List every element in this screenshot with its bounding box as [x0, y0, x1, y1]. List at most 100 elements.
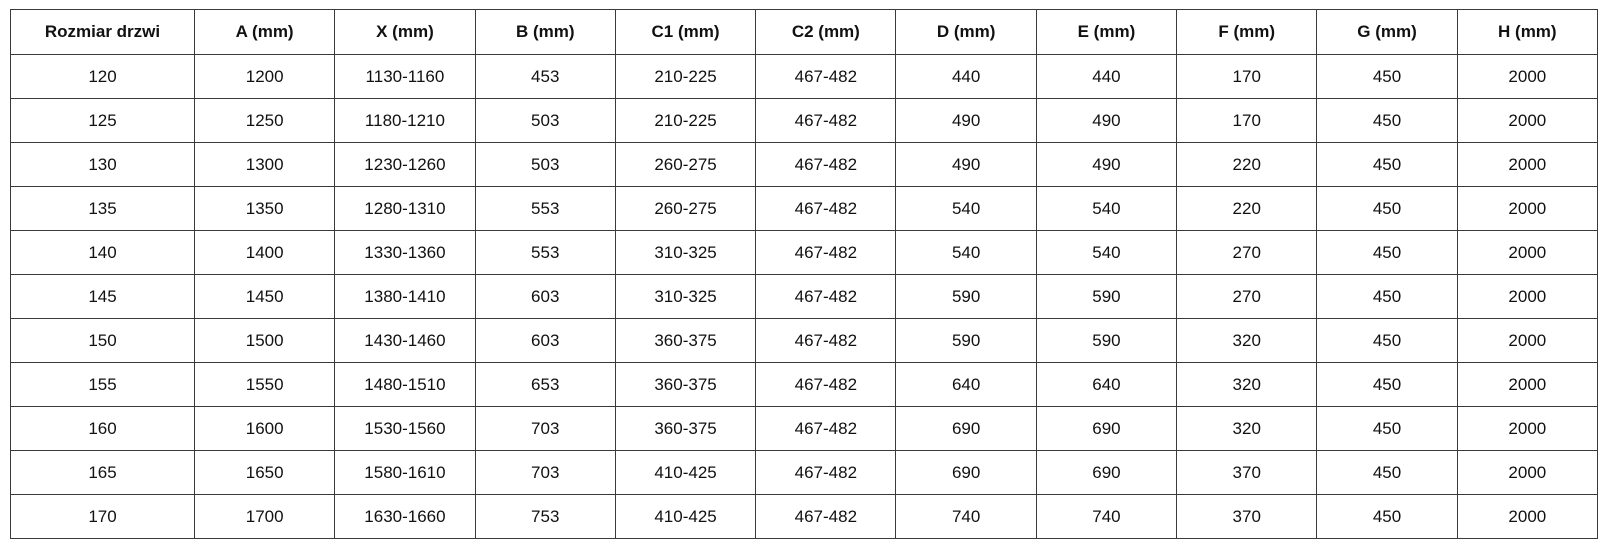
table-cell: 2000 — [1456, 98, 1598, 143]
table-cell: 490 — [895, 142, 1037, 187]
table-cell: 310-325 — [614, 274, 757, 319]
table-cell: 1180-1210 — [334, 98, 476, 143]
table-row: 140 1400 1330-1360 553 310-325 467-482 540 540 2… — [10, 230, 1598, 275]
table-cell: 2000 — [1456, 274, 1598, 319]
table-cell: 590 — [1035, 318, 1178, 363]
table-cell: 1200 — [193, 54, 336, 99]
header-row: Rozmiar drzwi A (mm) X (mm) B (mm) C1 (mm) C2… — [10, 9, 1598, 55]
table-cell: 1600 — [193, 406, 336, 451]
table-cell: 450 — [1316, 274, 1458, 319]
table-cell: 2000 — [1456, 318, 1598, 363]
table-cell: 1230-1260 — [334, 142, 476, 187]
table-cell: 467-482 — [755, 230, 897, 275]
table-cell: 467-482 — [755, 318, 897, 363]
table-cell: 603 — [474, 318, 616, 363]
table-cell: 2000 — [1456, 450, 1598, 495]
column-header: G (mm) — [1316, 9, 1458, 55]
table-cell: 503 — [474, 98, 616, 143]
column-header: B (mm) — [474, 9, 616, 55]
table-cell: 440 — [1035, 54, 1178, 99]
table-cell: 640 — [1035, 362, 1178, 407]
table-cell: 453 — [474, 54, 616, 99]
table-row: 150 1500 1430-1460 603 360-375 467-482 590 590 3… — [10, 318, 1598, 363]
table-cell: 690 — [895, 406, 1037, 451]
table-cell: 450 — [1316, 186, 1458, 231]
column-header: X (mm) — [334, 9, 476, 55]
table-cell: 467-482 — [755, 54, 897, 99]
table-cell: 603 — [474, 274, 616, 319]
table-cell: 467-482 — [755, 274, 897, 319]
table-cell: 450 — [1316, 450, 1458, 495]
table-cell: 1300 — [193, 142, 336, 187]
table-cell: 1350 — [193, 186, 336, 231]
table-cell: 210-225 — [614, 54, 757, 99]
table-cell: 467-482 — [755, 362, 897, 407]
table-cell: 2000 — [1456, 186, 1598, 231]
table-cell: 467-482 — [755, 142, 897, 187]
table-cell: 1530-1560 — [334, 406, 476, 451]
table-cell: 450 — [1316, 494, 1458, 539]
table-cell: 270 — [1176, 230, 1318, 275]
table-cell: 690 — [1035, 406, 1178, 451]
table-cell: 653 — [474, 362, 616, 407]
column-header: F (mm) — [1176, 9, 1318, 55]
table-cell: 1630-1660 — [334, 494, 476, 539]
table-cell: 703 — [474, 406, 616, 451]
door-size-table: Rozmiar drzwi A (mm) X (mm) B (mm) C1 (mm) C2… — [10, 9, 1598, 539]
table-cell: 370 — [1176, 450, 1318, 495]
table-cell: 360-375 — [614, 406, 757, 451]
table-cell: 1500 — [193, 318, 336, 363]
table-cell: 1400 — [193, 230, 336, 275]
column-header: H (mm) — [1456, 9, 1598, 55]
table-cell: 360-375 — [614, 362, 757, 407]
table-cell: 125 — [10, 98, 195, 143]
table-row: 170 1700 1630-1660 753 410-425 467-482 740 740 3… — [10, 494, 1598, 539]
table-cell: 370 — [1176, 494, 1318, 539]
table-cell: 450 — [1316, 362, 1458, 407]
table-cell: 165 — [10, 450, 195, 495]
table-cell: 320 — [1176, 362, 1318, 407]
table-cell: 640 — [895, 362, 1037, 407]
table-cell: 320 — [1176, 406, 1318, 451]
table-cell: 467-482 — [755, 494, 897, 539]
table-cell: 1330-1360 — [334, 230, 476, 275]
table-cell: 553 — [474, 186, 616, 231]
table-cell: 130 — [10, 142, 195, 187]
table-cell: 467-482 — [755, 186, 897, 231]
table-cell: 1250 — [193, 98, 336, 143]
table-cell: 753 — [474, 494, 616, 539]
table-cell: 320 — [1176, 318, 1318, 363]
table-cell: 450 — [1316, 98, 1458, 143]
table-cell: 703 — [474, 450, 616, 495]
table-cell: 160 — [10, 406, 195, 451]
table-cell: 220 — [1176, 142, 1318, 187]
table-cell: 450 — [1316, 142, 1458, 187]
table-cell: 490 — [1035, 98, 1178, 143]
table-cell: 467-482 — [755, 406, 897, 451]
table-cell: 120 — [10, 54, 195, 99]
column-header: C1 (mm) — [614, 9, 757, 55]
table-cell: 1700 — [193, 494, 336, 539]
table-cell: 310-325 — [614, 230, 757, 275]
table-cell: 2000 — [1456, 362, 1598, 407]
table-cell: 740 — [1035, 494, 1178, 539]
table-cell: 1580-1610 — [334, 450, 476, 495]
table-cell: 1430-1460 — [334, 318, 476, 363]
table-cell: 270 — [1176, 274, 1318, 319]
table-cell: 135 — [10, 186, 195, 231]
table-cell: 1130-1160 — [334, 54, 476, 99]
table-cell: 2000 — [1456, 142, 1598, 187]
table-cell: 220 — [1176, 186, 1318, 231]
table-cell: 1550 — [193, 362, 336, 407]
table-cell: 690 — [1035, 450, 1178, 495]
table-cell: 1480-1510 — [334, 362, 476, 407]
column-header: Rozmiar drzwi — [10, 9, 195, 55]
table-cell: 450 — [1316, 318, 1458, 363]
table-cell: 467-482 — [755, 98, 897, 143]
table-cell: 170 — [10, 494, 195, 539]
table-cell: 1650 — [193, 450, 336, 495]
table-row: 120 1200 1130-1160 453 210-225 467-482 440 440 1… — [10, 54, 1598, 99]
table-cell: 540 — [1035, 230, 1178, 275]
table-cell: 360-375 — [614, 318, 757, 363]
column-header: C2 (mm) — [755, 9, 897, 55]
